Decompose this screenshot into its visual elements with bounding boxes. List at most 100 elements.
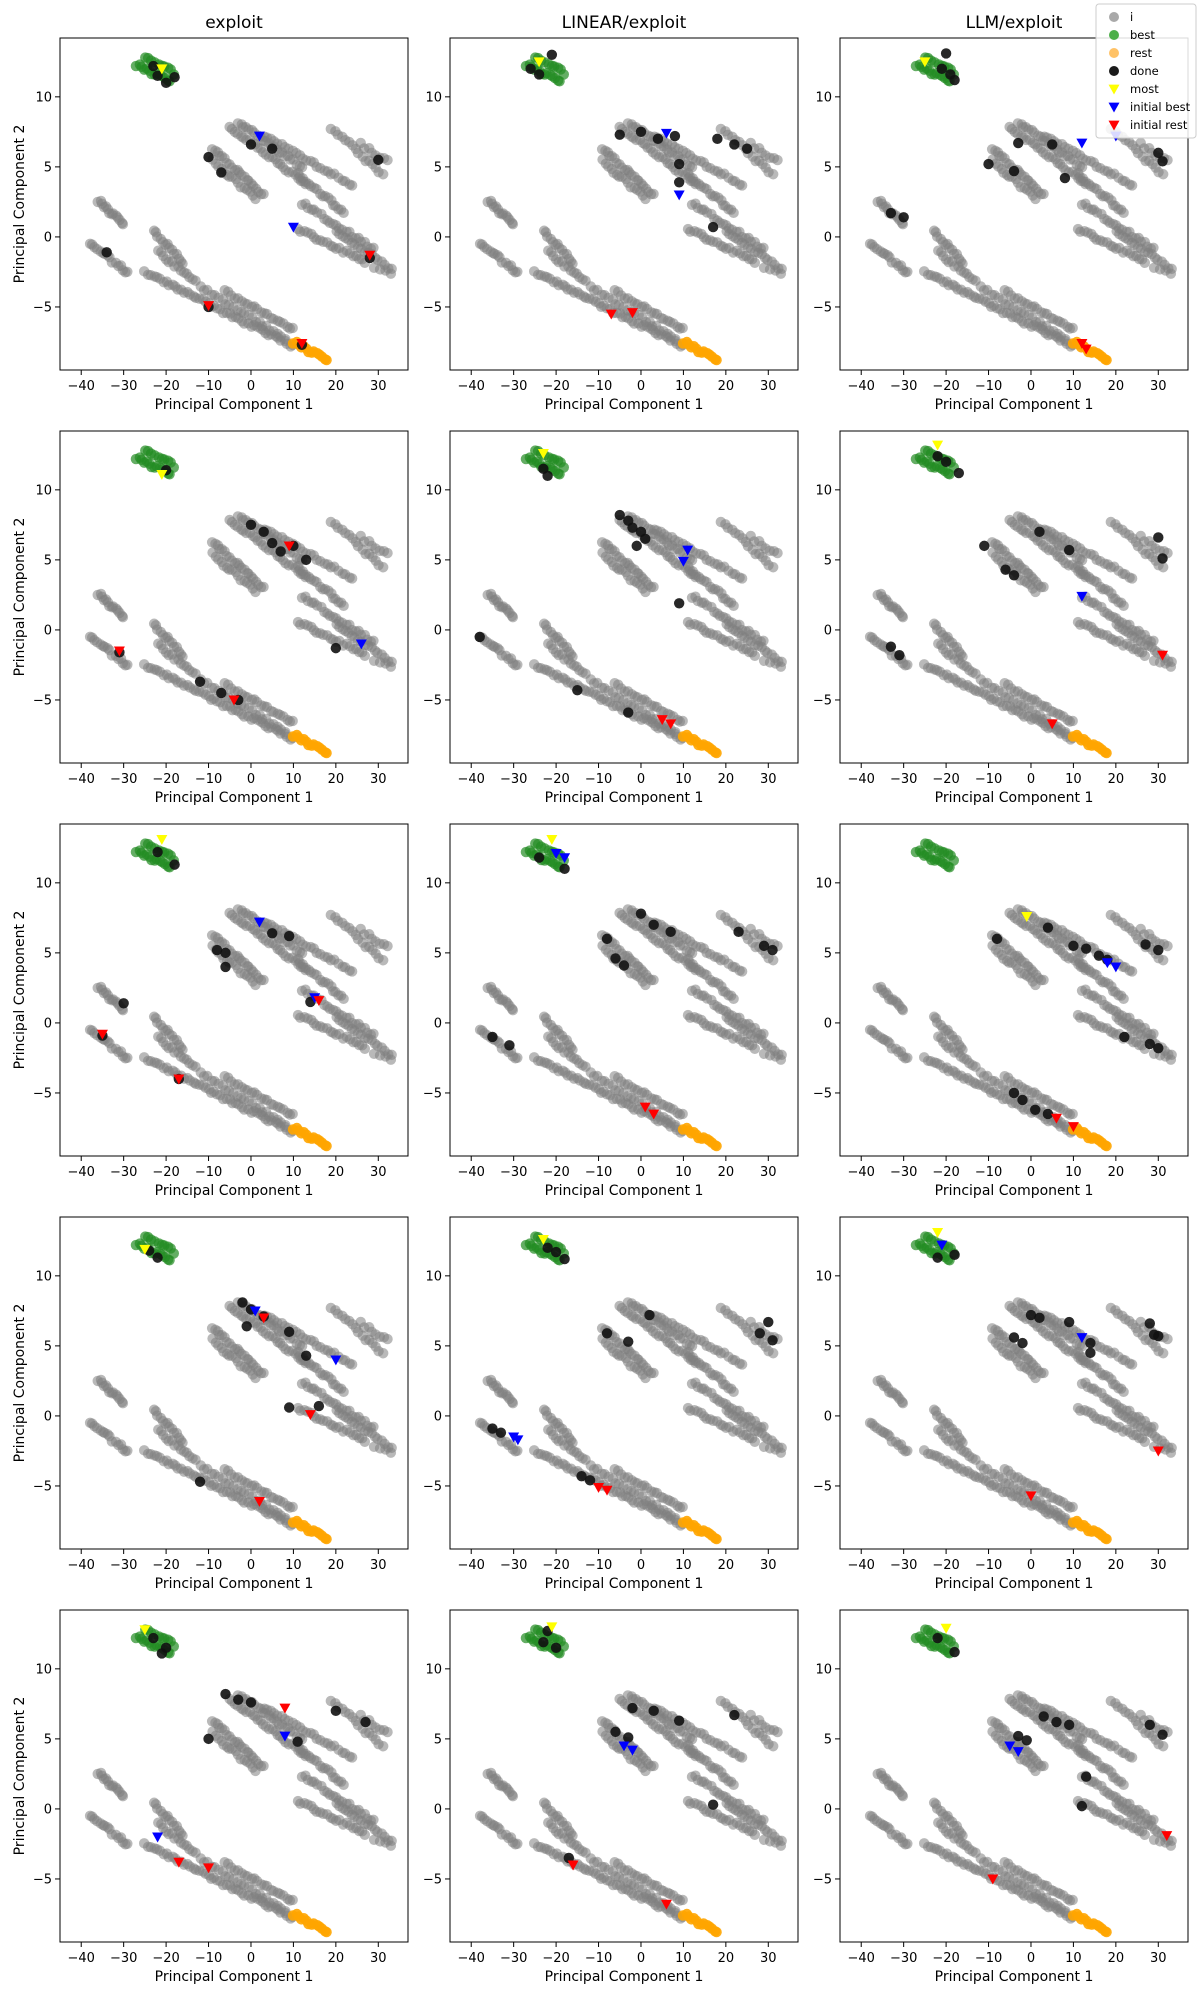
point-i: [728, 993, 739, 1005]
point-i: [507, 611, 519, 623]
point-done: [949, 74, 960, 86]
y-tick-label: −5: [423, 300, 442, 315]
x-tick-label: 30: [370, 1558, 387, 1573]
point-done: [1042, 922, 1054, 933]
x-tick-label: 0: [1027, 772, 1035, 787]
point-rest: [1101, 747, 1112, 759]
x-tick-label: −30: [890, 772, 917, 787]
y-tick-label: 10: [815, 90, 832, 105]
x-tick-label: 20: [718, 379, 735, 394]
x-axis-label: Principal Component 1: [935, 790, 1094, 806]
point-done: [152, 846, 163, 858]
y-tick-label: 0: [824, 623, 832, 638]
point-i: [1030, 193, 1041, 205]
point-done: [940, 456, 952, 468]
point-i: [728, 207, 739, 219]
point-i: [1157, 955, 1169, 966]
x-tick-label: −10: [585, 1165, 612, 1180]
y-tick-label: 10: [35, 483, 52, 498]
point-i: [382, 547, 393, 559]
column-titles: exploit LINEAR/exploit LLM/exploit: [205, 13, 1063, 33]
point-i: [677, 322, 688, 334]
point-done: [940, 48, 952, 59]
point-i: [677, 1108, 688, 1120]
point-done: [546, 49, 558, 61]
point-i: [772, 547, 783, 559]
point-done: [572, 684, 583, 696]
point-done: [101, 247, 112, 258]
x-tick-label: 0: [247, 1165, 255, 1180]
point-done: [148, 60, 159, 72]
point-i: [902, 1052, 913, 1064]
point-done: [936, 63, 948, 75]
point-i: [122, 1052, 133, 1064]
point-done: [1059, 172, 1071, 184]
y-tick-label: 10: [35, 90, 52, 105]
point-done: [216, 687, 227, 699]
marker-initial-rest: [364, 250, 376, 261]
marker-most: [156, 64, 168, 75]
y-tick-label: 5: [44, 1339, 52, 1354]
x-tick-label: −40: [68, 772, 95, 787]
point-done: [673, 598, 685, 609]
point-done: [631, 540, 642, 552]
point-done: [152, 1252, 163, 1263]
x-tick-label: 0: [1027, 1165, 1035, 1180]
x-tick-label: −20: [542, 772, 569, 787]
point-done: [652, 133, 664, 145]
point-done: [979, 540, 990, 552]
x-tick-label: 0: [247, 1558, 255, 1573]
point-done: [1080, 943, 1092, 954]
point-i: [677, 715, 688, 727]
x-tick-label: −40: [68, 1165, 95, 1180]
point-i: [1067, 715, 1078, 727]
point-done: [669, 130, 681, 142]
point-done: [618, 960, 630, 971]
y-tick-label: 5: [434, 946, 442, 961]
x-tick-label: 30: [760, 379, 777, 394]
point-done: [194, 1476, 206, 1487]
point-i: [512, 659, 523, 670]
point-i: [897, 611, 909, 623]
y-tick-label: −5: [33, 693, 52, 708]
y-tick-label: 10: [815, 876, 832, 891]
y-tick-label: 10: [35, 876, 52, 891]
x-tick-label: 10: [1065, 1165, 1082, 1180]
point-i: [385, 661, 397, 672]
point-done: [601, 933, 613, 945]
x-axis-label: Principal Component 1: [935, 1183, 1094, 1199]
point-i: [736, 1359, 748, 1370]
point-done: [275, 546, 286, 557]
y-tick-label: −5: [33, 1086, 52, 1101]
x-tick-label: 20: [328, 1165, 345, 1180]
point-done: [267, 537, 278, 549]
point-i: [346, 966, 358, 977]
point-i: [377, 562, 389, 573]
point-done: [623, 707, 634, 718]
x-tick-label: 20: [718, 772, 735, 787]
x-axis-label: Principal Component 1: [545, 1183, 704, 1199]
point-done: [733, 926, 744, 938]
y-tick-label: 0: [824, 230, 832, 245]
y-tick-label: 0: [434, 230, 442, 245]
marker-initial-rest: [605, 309, 617, 320]
y-tick-label: 0: [824, 1016, 832, 1031]
point-done: [1000, 564, 1011, 575]
x-tick-label: −20: [542, 1165, 569, 1180]
point-done: [991, 933, 1003, 945]
point-done: [504, 1040, 515, 1051]
point-done: [635, 126, 647, 138]
point-done: [542, 470, 553, 482]
x-tick-label: 0: [1027, 379, 1035, 394]
y-axis-label: Principal Component 2: [12, 1304, 28, 1463]
point-i: [1139, 257, 1151, 269]
x-tick-label: −20: [152, 379, 179, 394]
marker-initial-best: [287, 222, 299, 233]
x-tick-label: −20: [152, 1165, 179, 1180]
